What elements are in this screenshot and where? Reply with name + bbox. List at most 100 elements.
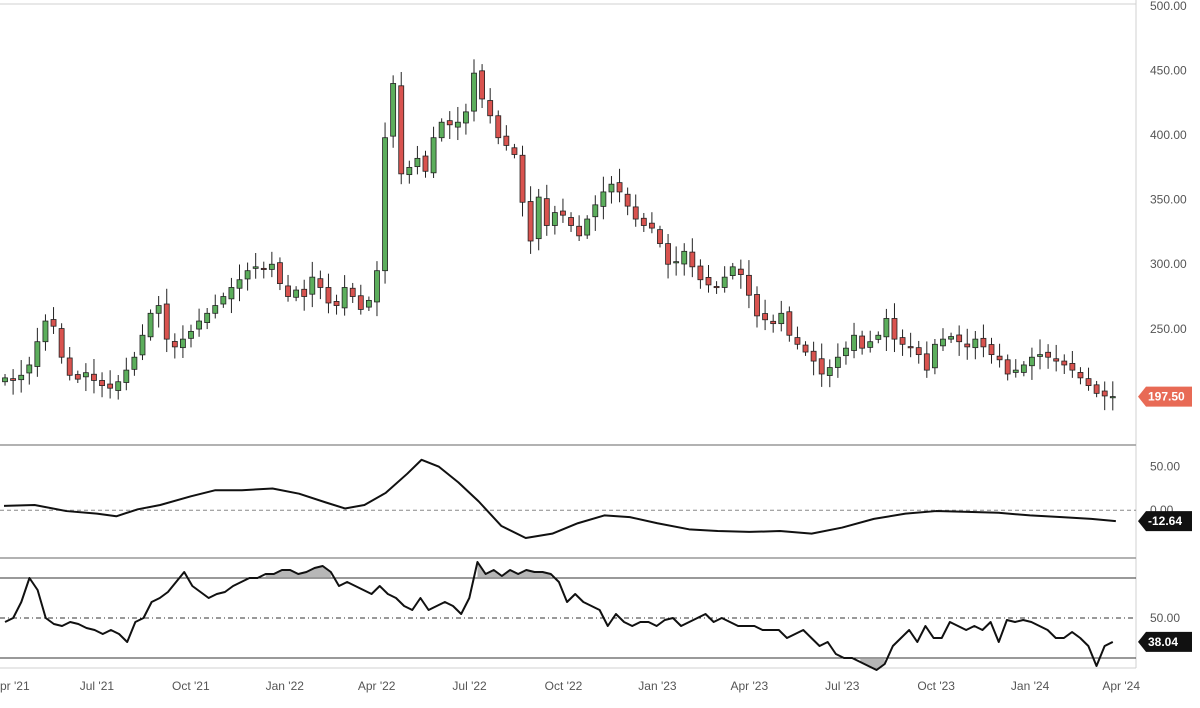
candle-body (374, 270, 380, 303)
rsi-tick-label: 50.00 (1150, 611, 1180, 625)
candle-body (834, 356, 841, 368)
candle (325, 273, 332, 314)
oscillator-last-value: -12.64 (1148, 514, 1182, 528)
candle (446, 111, 453, 139)
candle-body (988, 344, 995, 356)
candle (2, 373, 8, 386)
candle-body (948, 336, 954, 340)
candle (115, 375, 122, 400)
candle-body (891, 318, 898, 340)
candle-body (657, 229, 663, 244)
candle (818, 343, 825, 387)
candle (1012, 359, 1019, 378)
candle (454, 106, 461, 141)
candle-body (640, 217, 647, 226)
candle-body (220, 296, 227, 305)
candle-body (454, 121, 461, 128)
candle (511, 143, 518, 159)
candle (74, 370, 81, 384)
candle-body (139, 334, 146, 356)
candle (996, 343, 1003, 368)
candle (260, 261, 267, 279)
candle (826, 359, 833, 388)
candle (438, 118, 445, 142)
candle (875, 331, 882, 344)
candle (762, 299, 769, 331)
candle-body (66, 357, 73, 376)
candle (1101, 381, 1108, 411)
candle-body (10, 378, 17, 381)
candle (834, 343, 841, 378)
candle-body (414, 157, 421, 168)
candle (301, 279, 308, 311)
candle-body (705, 277, 712, 286)
candle-body (681, 250, 688, 265)
candle-body (584, 218, 591, 236)
candle-body (956, 334, 963, 343)
candle-body (99, 380, 105, 387)
candle-body (252, 266, 259, 269)
candle (228, 277, 235, 314)
price-tick-label: 350.00 (1150, 193, 1187, 207)
candle (244, 262, 251, 291)
candle (1093, 380, 1100, 398)
candle (1085, 367, 1092, 391)
price-tick-label: 450.00 (1150, 64, 1187, 78)
candle-body (82, 372, 89, 378)
candle-body (940, 338, 946, 347)
candle (188, 324, 194, 348)
candle-body (188, 330, 194, 339)
candle (479, 64, 485, 109)
candle (551, 205, 558, 235)
x-tick-label: Jul '21 (80, 679, 115, 693)
candle-body (527, 201, 534, 242)
candle (940, 328, 946, 352)
rsi-last-value: 38.04 (1148, 635, 1178, 649)
candle-body (899, 337, 906, 345)
candle-body (446, 120, 453, 126)
candle-body (277, 262, 283, 285)
candle (705, 265, 712, 293)
candle (899, 329, 906, 356)
candle-body (1069, 362, 1076, 371)
candle-body (1045, 351, 1052, 358)
candle-body (204, 312, 211, 323)
candle-body (180, 338, 186, 349)
oscillator-tag-bg (1138, 511, 1192, 532)
candle (123, 357, 130, 391)
candle (268, 251, 275, 278)
candle-body (923, 353, 930, 371)
candle-body (1061, 360, 1068, 366)
candle-body (2, 377, 8, 383)
candle (155, 295, 162, 328)
candle-body (600, 191, 607, 207)
candle (527, 186, 534, 254)
candle (778, 300, 785, 332)
candle-body (325, 287, 332, 304)
candle-body (163, 303, 170, 340)
candle-body (616, 182, 623, 193)
candle (972, 330, 979, 360)
candle (891, 303, 898, 353)
candle (26, 356, 33, 385)
candle-body (826, 367, 833, 376)
candle-body (721, 276, 728, 288)
candle (131, 351, 138, 376)
price-tick-label: 500.00 (1150, 0, 1187, 13)
candle (252, 253, 259, 279)
candle-body (422, 155, 429, 172)
candle (988, 337, 995, 364)
candle (519, 145, 526, 217)
x-tick-label: Jan '22 (266, 679, 305, 693)
rsi-tag-bg (1138, 631, 1192, 652)
candle (171, 333, 178, 359)
candle-body (487, 100, 494, 117)
candle-body (560, 210, 566, 216)
candle-body (762, 313, 769, 321)
candle (915, 340, 922, 364)
candle-body (551, 212, 558, 226)
candle-body (697, 265, 704, 281)
candle (333, 294, 340, 315)
candle-body (511, 147, 518, 155)
candle (665, 234, 671, 279)
